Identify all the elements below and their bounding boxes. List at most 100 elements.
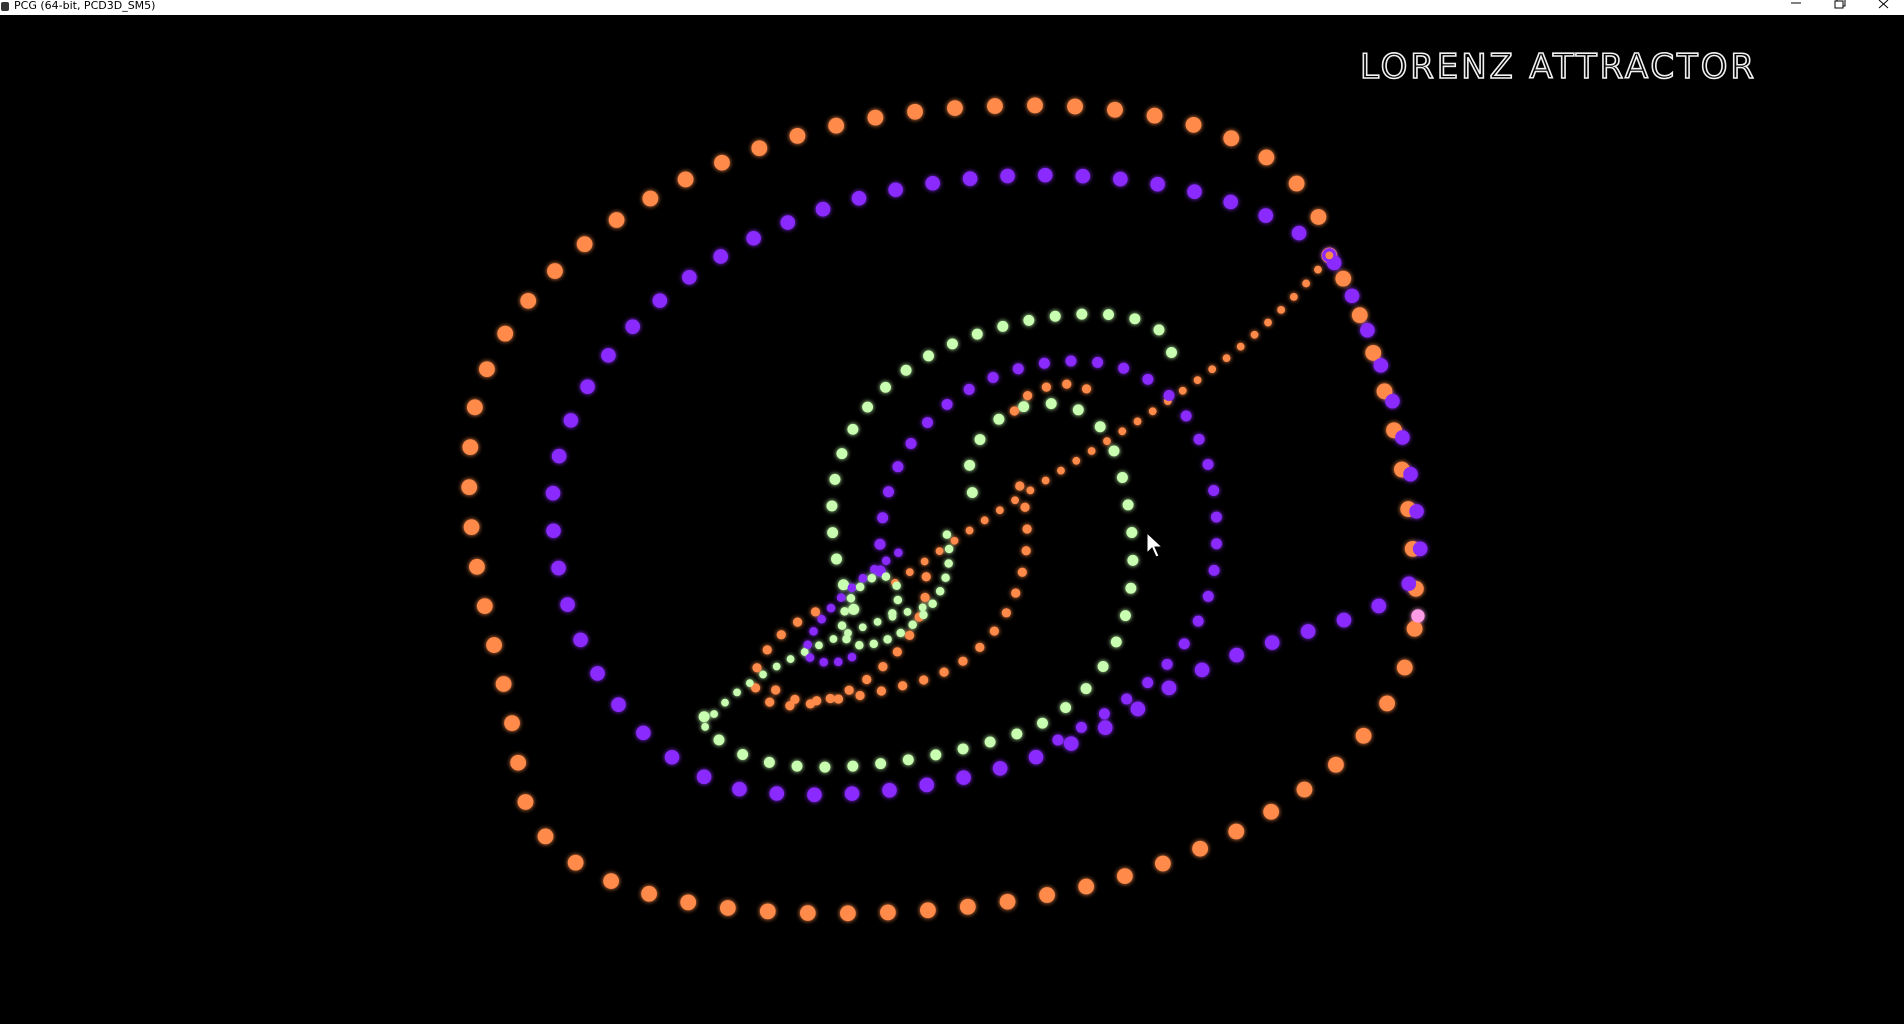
particle (737, 749, 749, 760)
particle (836, 593, 846, 602)
particle (1041, 476, 1050, 485)
particle (1208, 365, 1217, 374)
particle (873, 617, 882, 626)
particle (1127, 554, 1139, 566)
particle (1018, 401, 1030, 413)
particle (1103, 437, 1111, 446)
particle (941, 573, 950, 582)
particle (1223, 194, 1238, 210)
particle (1344, 288, 1360, 304)
particle (1041, 382, 1051, 392)
particle (652, 293, 668, 308)
particle (838, 579, 849, 591)
particle (510, 754, 527, 771)
particle (920, 902, 936, 919)
particle (1153, 324, 1165, 336)
particle (829, 473, 841, 485)
particle (1194, 662, 1210, 678)
particle (1208, 564, 1220, 576)
mouse-cursor (1146, 531, 1164, 558)
particle (847, 423, 859, 435)
particle (810, 607, 821, 617)
particle (780, 215, 796, 230)
particle (825, 693, 835, 704)
particle (1264, 635, 1280, 650)
particle (894, 548, 903, 558)
particle (1097, 661, 1109, 672)
particle (1072, 456, 1081, 465)
particle (1314, 265, 1322, 274)
particle (1351, 307, 1368, 324)
particle (869, 639, 879, 649)
particle (732, 781, 747, 797)
particle (1223, 130, 1240, 147)
particle (987, 98, 1003, 114)
particle (975, 642, 985, 652)
particle (608, 212, 625, 228)
particle (1187, 184, 1202, 199)
particle (1080, 683, 1092, 695)
particle (957, 743, 969, 755)
particle (1178, 638, 1190, 650)
particle (905, 630, 915, 640)
particle (877, 512, 889, 524)
particle (928, 599, 937, 608)
particle (1277, 306, 1286, 314)
particle (1023, 314, 1035, 326)
particle (1020, 502, 1030, 512)
particle (771, 685, 781, 695)
particle (896, 628, 905, 638)
particle (905, 438, 917, 449)
particle (1110, 636, 1122, 648)
particle (827, 527, 839, 539)
particle (1067, 98, 1083, 115)
particle (713, 734, 725, 746)
minimize-button[interactable] (1776, 0, 1816, 15)
particle (636, 725, 651, 741)
particle (900, 364, 912, 376)
particle (944, 544, 954, 554)
particle (935, 547, 944, 555)
particle (1202, 458, 1214, 470)
particle (682, 269, 697, 285)
particle (1166, 347, 1177, 358)
particle (923, 350, 935, 362)
particle (846, 594, 856, 603)
particle (881, 572, 891, 581)
particle (750, 683, 761, 693)
particle (721, 698, 729, 707)
particle (1409, 504, 1424, 519)
particle (819, 657, 828, 667)
particle (1075, 721, 1087, 733)
particle (1012, 363, 1024, 375)
particle (1193, 433, 1205, 445)
particle (892, 647, 902, 657)
particle (1108, 445, 1120, 457)
particle (1192, 840, 1209, 857)
particle (847, 583, 857, 592)
particle (815, 641, 823, 650)
particle (791, 760, 803, 772)
particle (1264, 318, 1272, 327)
restore-button[interactable] (1820, 0, 1860, 15)
particle (829, 635, 838, 643)
particle (719, 900, 736, 916)
particle (812, 696, 822, 706)
particle (745, 679, 754, 687)
particle (1202, 590, 1214, 602)
particle (862, 674, 872, 685)
particle (486, 637, 502, 653)
close-button[interactable] (1864, 0, 1904, 15)
particle (870, 565, 879, 574)
particle (576, 236, 593, 253)
particle (664, 749, 680, 765)
particle (476, 598, 493, 614)
particle (1379, 695, 1396, 712)
particle (950, 536, 959, 545)
particle (1180, 410, 1192, 422)
particle (1011, 496, 1019, 505)
particle (560, 597, 575, 612)
particle (642, 190, 659, 207)
particle (997, 320, 1009, 332)
particle (495, 676, 512, 692)
